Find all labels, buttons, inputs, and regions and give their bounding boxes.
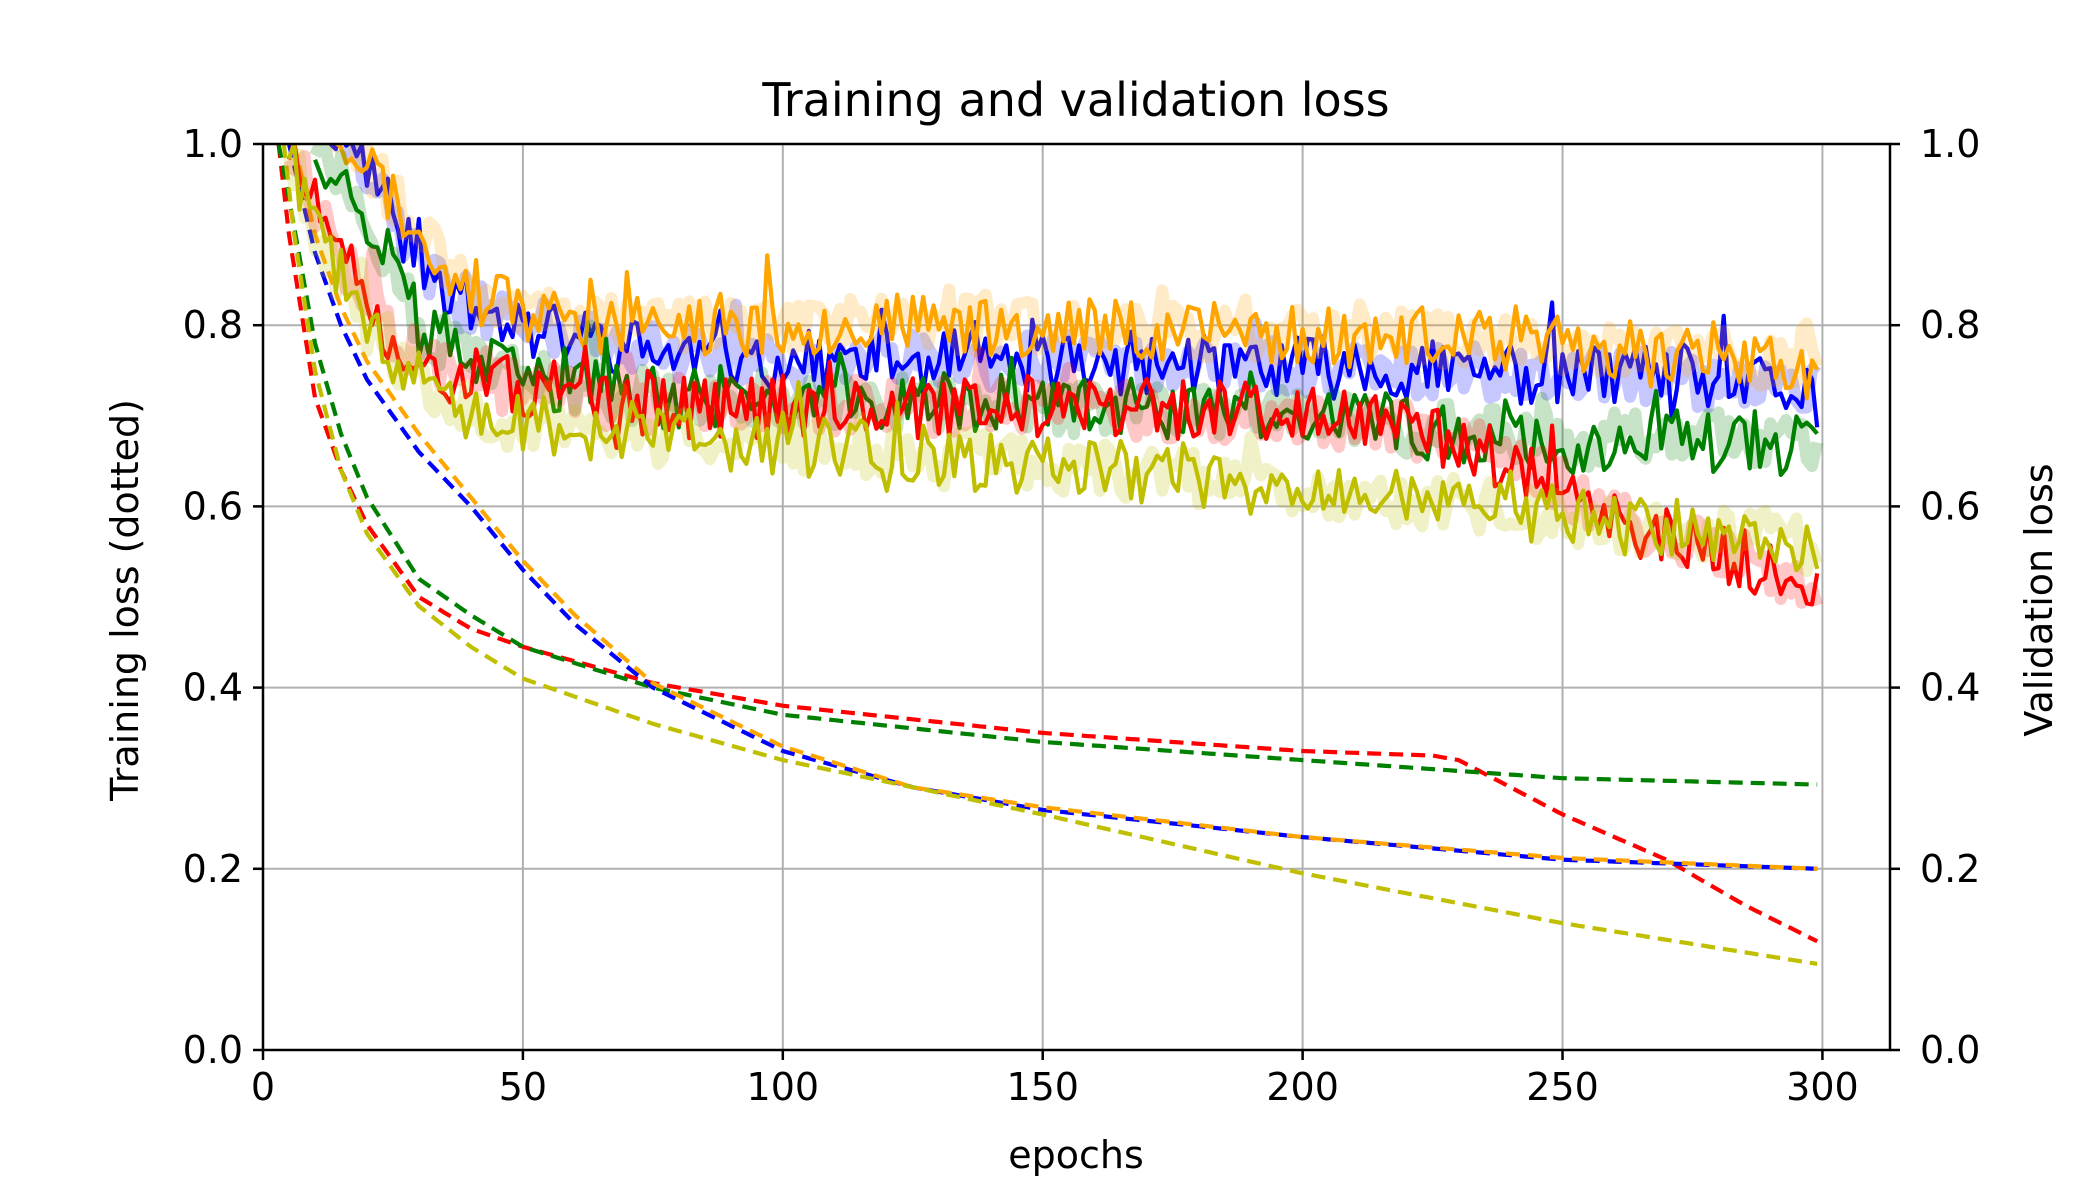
y-axis-label-right: Validation loss [2017, 463, 2061, 736]
training-line-orange [292, 144, 1818, 871]
x-tick-label: 100 [747, 1065, 820, 1109]
y-tick-label-right: 1.0 [1920, 122, 1980, 166]
x-tick-label: 150 [1006, 1065, 1079, 1109]
validation-line-red [286, 144, 1820, 607]
y-tick-label-left: 0.6 [183, 484, 243, 528]
validation-lines [283, 144, 1824, 609]
x-tick-label: 250 [1526, 1065, 1599, 1109]
y-tick-label-right: 0.8 [1920, 303, 1980, 347]
y-tick-label-left: 1.0 [183, 122, 243, 166]
x-tick-label: 0 [251, 1065, 275, 1109]
y-tick-label-left: 0.4 [183, 666, 243, 710]
y-axis-label-left: Training loss (dotted) [103, 399, 147, 802]
y-tick-label-left: 0.0 [183, 1028, 243, 1072]
y-tick-label-right: 0.6 [1920, 484, 1980, 528]
plot-frame [261, 142, 1892, 1052]
training-line-red [276, 144, 1819, 944]
training-line-green [276, 144, 1818, 787]
y-tick-label-right: 0.0 [1920, 1028, 1980, 1072]
x-axis-label: epochs [1008, 1133, 1144, 1177]
y-tick-label-right: 0.4 [1920, 666, 1980, 710]
validation-line-orange [334, 144, 1820, 401]
training-lines [276, 144, 1819, 966]
x-tick-label: 200 [1266, 1065, 1339, 1109]
y-tick-label-left: 0.8 [183, 303, 243, 347]
x-tick-label: 50 [499, 1065, 547, 1109]
axes-layer: 0 50 100 150 200 250 300 0.0 0.2 0.4 0.6 0.8 1.0 0.0 0… [183, 122, 1981, 1109]
y-tick-label-right: 0.2 [1920, 847, 1980, 891]
training-line-olive [281, 144, 1818, 966]
validation-line-olive [287, 144, 1820, 573]
validation-line-green [313, 159, 1819, 477]
chart-title: Training and validation loss [761, 73, 1389, 127]
x-tick-label: 300 [1786, 1065, 1859, 1109]
y-tick-label-left: 0.2 [183, 847, 243, 891]
